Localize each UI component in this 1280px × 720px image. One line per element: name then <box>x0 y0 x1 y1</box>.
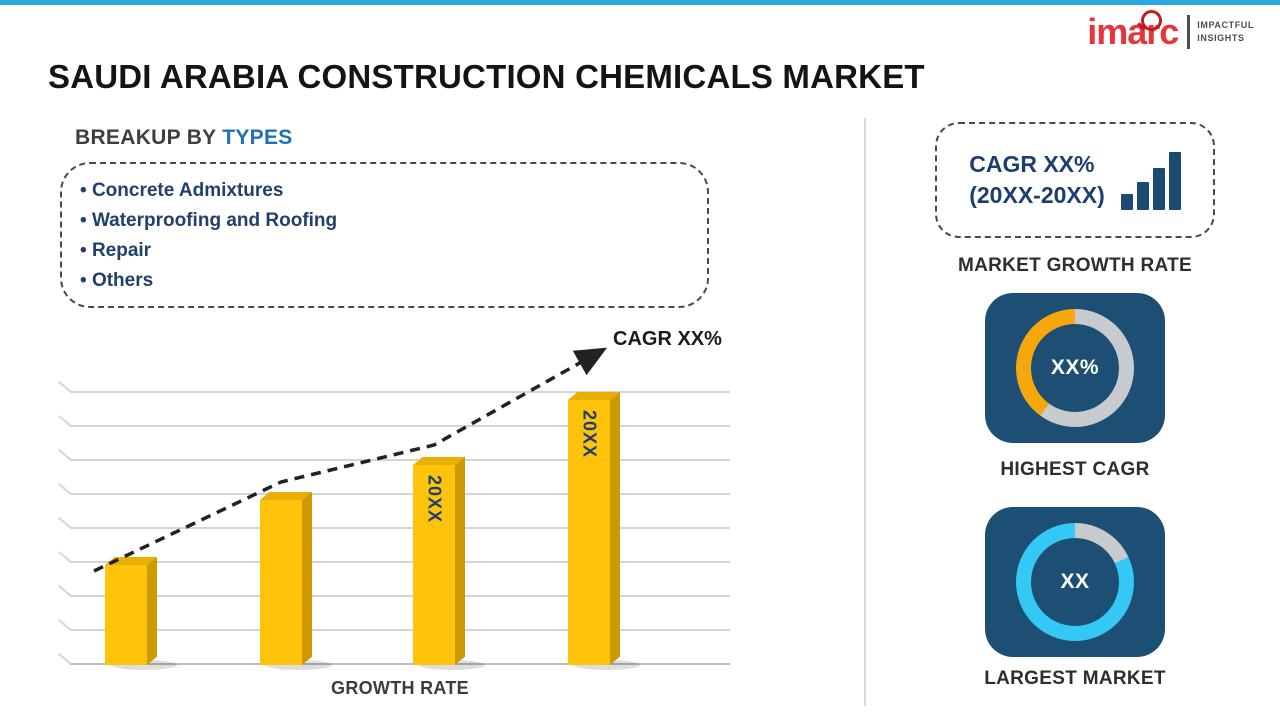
gridline <box>70 561 730 563</box>
breakup-item: Repair <box>80 236 707 266</box>
cagr-summary-box: CAGR XX% (20XX-20XX) <box>935 122 1215 238</box>
imarc-logo: imarc IMPACTFUL INSIGHTS <box>1087 10 1254 52</box>
bar-chart-icon-bar2 <box>1136 182 1149 210</box>
logo-tagline: IMPACTFUL INSIGHTS <box>1197 19 1254 46</box>
bar: 20XX <box>413 456 485 670</box>
gridline <box>70 391 730 393</box>
top-accent-bar <box>0 0 1280 5</box>
bar-chart-icon <box>1120 150 1181 210</box>
bar-side-face <box>455 456 465 665</box>
largest-market-card: XX <box>985 507 1165 657</box>
gridline <box>70 595 730 597</box>
logo-tagline-line1: IMPACTFUL <box>1197 19 1254 30</box>
breakup-item: Waterproofing and Roofing <box>80 206 707 236</box>
breakup-list: Concrete AdmixturesWaterproofing and Roo… <box>62 164 707 296</box>
growth-bar-chart: 20XX 20XX CAGR XX% <box>70 328 730 670</box>
bar <box>105 556 177 670</box>
bar-chart-icon-bar4 <box>1168 152 1181 210</box>
largest-market-donut: XX <box>1016 523 1134 641</box>
logo-wordmark-text: imarc <box>1087 11 1179 52</box>
bar-side-face <box>610 391 620 665</box>
logo-divider <box>1187 15 1191 49</box>
gridline <box>70 425 730 427</box>
logo-tagline-line2: INSIGHTS <box>1197 33 1245 43</box>
chart-x-axis-label: GROWTH RATE <box>331 678 469 698</box>
gridline <box>70 459 730 461</box>
bar <box>260 491 332 670</box>
logo-wordmark: imarc <box>1087 10 1179 52</box>
cagr-summary-line2: (20XX-20XX) <box>969 182 1105 208</box>
gridline <box>70 493 730 495</box>
trend-arrow <box>93 347 608 573</box>
gridline <box>70 663 730 665</box>
bar-chart-icon-bar3 <box>1152 168 1165 210</box>
breakup-heading-highlight: TYPES <box>222 126 293 149</box>
cagr-summary-text: CAGR XX% (20XX-20XX) <box>969 149 1105 211</box>
bar-side-face <box>147 556 157 665</box>
breakup-list-box: Concrete AdmixturesWaterproofing and Roo… <box>60 162 709 308</box>
largest-market-value: XX <box>1060 570 1090 593</box>
highest-cagr-donut: XX% <box>1016 309 1134 427</box>
trend-cagr-label: CAGR XX% <box>613 328 722 350</box>
bar-label: 20XX <box>424 475 445 524</box>
magnifier-icon <box>1141 10 1163 31</box>
bar-side-face <box>302 491 312 665</box>
breakup-item: Concrete Admixtures <box>80 176 707 206</box>
highest-cagr-value: XX% <box>1050 356 1100 379</box>
breakup-heading-prefix: BREAKUP BY <box>75 126 223 149</box>
bar-chart-icon-bar1 <box>1120 194 1133 210</box>
breakup-heading: BREAKUP BY TYPES <box>75 126 293 150</box>
breakup-item: Others <box>80 266 707 296</box>
gridline <box>70 629 730 631</box>
gridline <box>70 527 730 529</box>
highest-cagr-label: HIGHEST CAGR <box>1000 459 1150 480</box>
page-title: SAUDI ARABIA CONSTRUCTION CHEMICALS MARK… <box>48 58 925 95</box>
highest-cagr-card: XX% <box>985 293 1165 443</box>
bar-front-face <box>260 500 302 665</box>
section-divider <box>864 118 866 706</box>
market-growth-rate-label: MARKET GROWTH RATE <box>957 255 1193 276</box>
bar-front-face <box>105 565 147 665</box>
bar: 20XX <box>568 391 640 670</box>
bar-label: 20XX <box>579 410 600 459</box>
cagr-summary-line1: CAGR XX% <box>969 150 1095 177</box>
largest-market-label: LARGEST MARKET <box>984 668 1166 689</box>
